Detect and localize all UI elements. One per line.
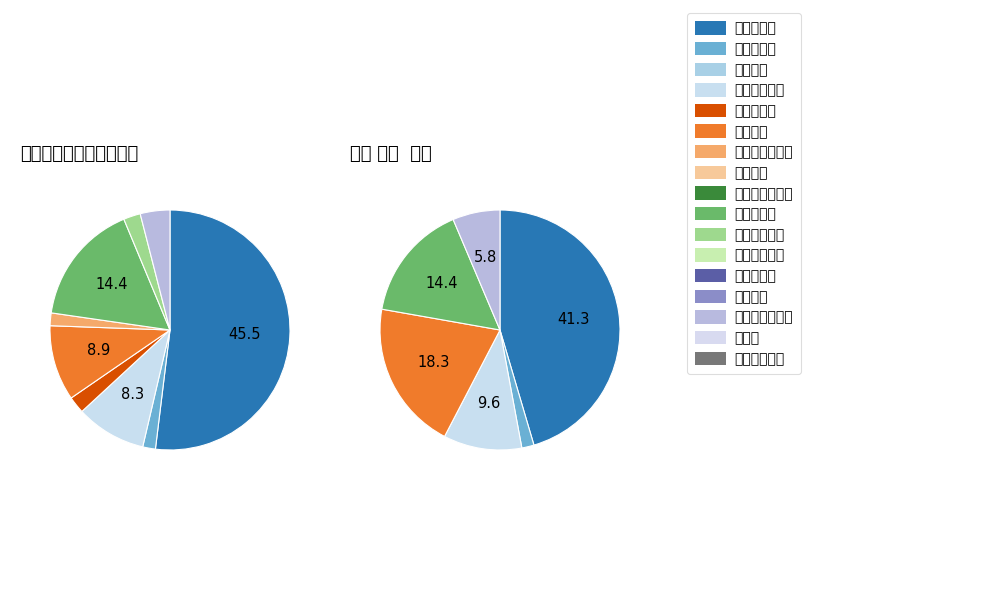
Text: 45.5: 45.5	[228, 327, 261, 342]
Wedge shape	[382, 220, 500, 330]
Wedge shape	[143, 330, 170, 449]
Wedge shape	[155, 210, 290, 450]
Text: 8.3: 8.3	[121, 387, 144, 402]
Text: 8.9: 8.9	[87, 343, 110, 358]
Text: 石橋 康太  選手: 石橋 康太 選手	[350, 145, 432, 163]
Wedge shape	[124, 214, 170, 330]
Text: 14.4: 14.4	[95, 277, 127, 292]
Wedge shape	[453, 210, 500, 330]
Wedge shape	[445, 330, 522, 450]
Text: 41.3: 41.3	[557, 312, 590, 327]
Text: 5.8: 5.8	[474, 250, 497, 265]
Wedge shape	[500, 210, 620, 445]
Wedge shape	[140, 210, 170, 330]
Wedge shape	[71, 330, 170, 412]
Text: 9.6: 9.6	[477, 396, 501, 411]
Legend: ストレート, ツーシーム, シュート, カットボール, スプリット, フォーク, チェンジアップ, シンカー, 高速スライダー, スライダー, 縦スライダー, : ストレート, ツーシーム, シュート, カットボール, スプリット, フォーク,…	[687, 13, 801, 374]
Wedge shape	[51, 219, 170, 330]
Text: セ・リーグ全プレイヤー: セ・リーグ全プレイヤー	[20, 145, 138, 163]
Wedge shape	[380, 309, 500, 436]
Wedge shape	[500, 330, 534, 448]
Wedge shape	[50, 313, 170, 330]
Text: 14.4: 14.4	[426, 276, 458, 291]
Text: 18.3: 18.3	[417, 355, 449, 370]
Wedge shape	[82, 330, 170, 447]
Wedge shape	[50, 326, 170, 398]
